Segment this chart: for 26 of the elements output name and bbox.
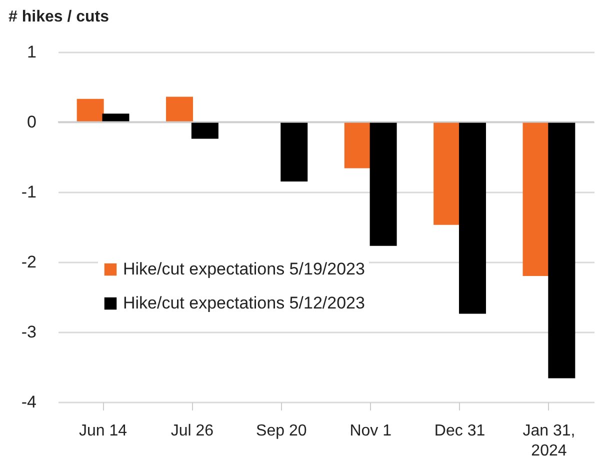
x-tick-label: Nov 1 [350,422,392,440]
y-axis-title: # hikes / cuts [8,8,110,26]
bar [76,98,104,122]
legend-label: Hike/cut expectations 5/12/2023 [123,294,365,312]
x-tick-label: Jul 26 [170,422,214,440]
x-tick-label: Dec 31 [434,422,486,440]
bar [522,122,550,276]
bar [370,122,397,246]
bar [344,122,372,168]
bar [166,96,194,122]
y-tick-label: -4 [21,392,36,412]
x-tick-label: Sep 20 [256,422,307,440]
bar [434,122,461,225]
x-tick-label: Jan 31, 2024 [522,422,576,460]
bar [548,122,576,378]
legend-label: Hike/cut expectations 5/19/2023 [123,260,365,278]
bar [191,122,218,139]
bar [280,122,308,182]
y-tick-label: -3 [21,322,36,342]
bar [102,114,130,122]
x-tick-label: Jun 14 [79,422,128,440]
y-tick-label: -2 [21,252,36,272]
y-tick-label: 0 [27,112,36,132]
bar [458,122,486,314]
y-tick-label: 1 [27,42,36,62]
y-tick-label: -1 [21,182,36,202]
